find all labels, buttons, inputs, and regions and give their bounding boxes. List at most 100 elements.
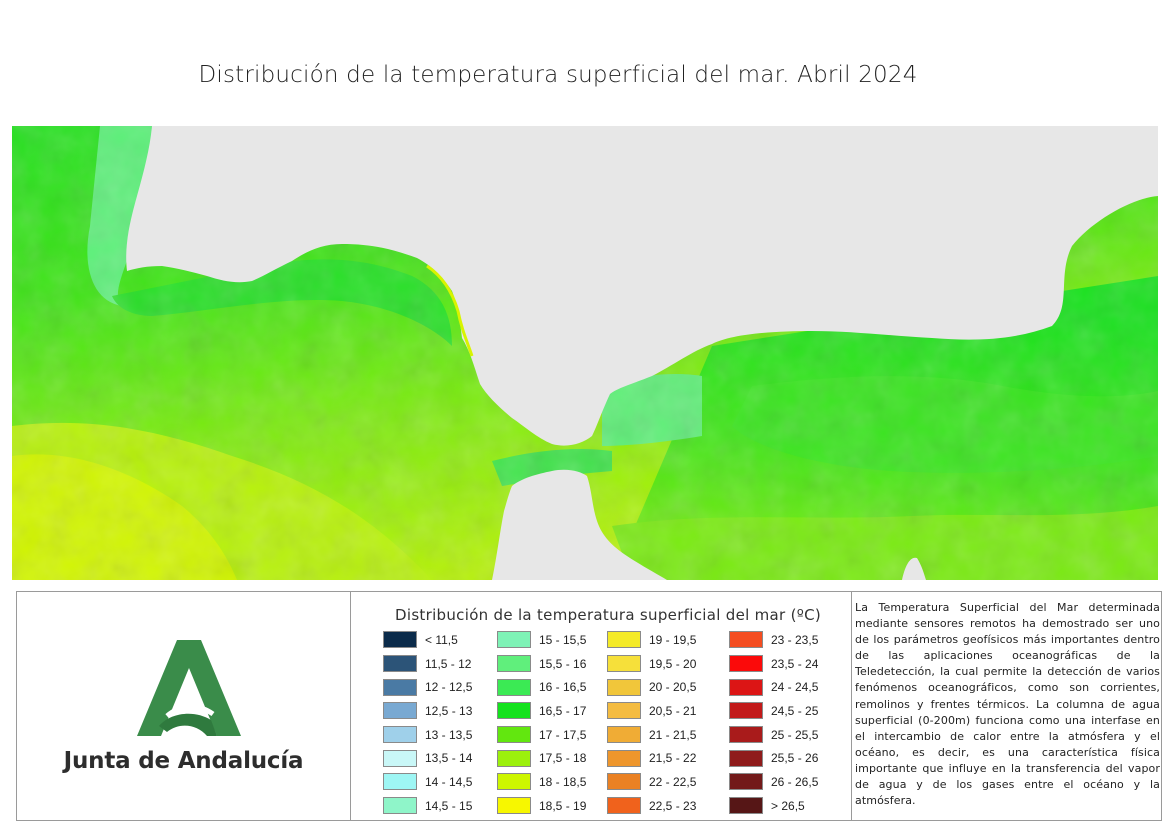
legend-item: 15 - 15,5 (497, 628, 586, 652)
legend-swatch (497, 749, 531, 767)
legend-label: 12,5 - 13 (425, 703, 473, 718)
legend-swatch (607, 726, 641, 744)
legend-swatch (497, 655, 531, 673)
legend-swatch (383, 797, 417, 815)
legend-label: 20,5 - 21 (649, 703, 697, 718)
legend-swatch (383, 631, 417, 649)
legend-column: < 11,5 11,5 - 12 12 - 12,5 12,5 - 13 13 - 13… (383, 628, 472, 818)
legend-item: 13 - 13,5 (383, 723, 472, 747)
legend-swatch (729, 797, 763, 815)
legend-item: 16 - 16,5 (497, 675, 586, 699)
legend-label: 18 - 18,5 (539, 774, 587, 789)
legend-swatch (607, 749, 641, 767)
logo-text: Junta de Andalucía (63, 748, 304, 774)
legend-item: 20,5 - 21 (607, 699, 696, 723)
logo-box: Junta de Andalucía (17, 592, 351, 820)
legend-item: 12 - 12,5 (383, 675, 472, 699)
legend-swatch (607, 702, 641, 720)
legend-label: 15,5 - 16 (539, 656, 587, 671)
legend-swatch (607, 631, 641, 649)
legend-item: 17 - 17,5 (497, 723, 586, 747)
legend-label: 14 - 14,5 (425, 774, 473, 789)
legend-item: 24 - 24,5 (729, 675, 818, 699)
legend-swatch (607, 797, 641, 815)
sea-temperature-map (12, 126, 1158, 580)
legend-swatch (383, 678, 417, 696)
legend-label: 21,5 - 22 (649, 751, 697, 766)
legend-swatch (729, 773, 763, 791)
legend-label: 24,5 - 25 (771, 703, 819, 718)
legend-label: 20 - 20,5 (649, 680, 697, 695)
legend-label: 19 - 19,5 (649, 632, 697, 647)
legend-column: 23 - 23,5 23,5 - 24 24 - 24,5 24,5 - 25 25 -… (729, 628, 818, 818)
legend-swatch (729, 631, 763, 649)
legend-swatch (383, 655, 417, 673)
legend-column: 15 - 15,5 15,5 - 16 16 - 16,5 16,5 - 17 17 -… (497, 628, 586, 818)
legend-label: 17 - 17,5 (539, 727, 587, 742)
legend-item: 16,5 - 17 (497, 699, 586, 723)
legend-column: 19 - 19,5 19,5 - 20 20 - 20,5 20,5 - 21 21 -… (607, 628, 696, 818)
legend-label: 15 - 15,5 (539, 632, 587, 647)
legend-label: 22,5 - 23 (649, 798, 697, 813)
legend-item: 18 - 18,5 (497, 770, 586, 794)
legend-item: 25 - 25,5 (729, 723, 818, 747)
legend-item: 21,5 - 22 (607, 746, 696, 770)
legend-swatch (497, 702, 531, 720)
legend-swatch (383, 702, 417, 720)
legend-label: 26 - 26,5 (771, 774, 819, 789)
legend-item: 20 - 20,5 (607, 675, 696, 699)
land-morocco-east (902, 557, 926, 580)
legend-item: > 26,5 (729, 794, 818, 818)
warm-coastal-rim (426, 264, 474, 357)
legend-item: 26 - 26,5 (729, 770, 818, 794)
land-iberia (126, 126, 1158, 446)
legend-swatch (497, 797, 531, 815)
legend-item: 21 - 21,5 (607, 723, 696, 747)
legend-swatch (383, 749, 417, 767)
legend-swatch (607, 655, 641, 673)
legend-swatch (497, 631, 531, 649)
legend-label: 23 - 23,5 (771, 632, 819, 647)
legend-panel: Junta de Andalucía Distribución de la te… (16, 591, 1162, 821)
legend-item: 17,5 - 18 (497, 746, 586, 770)
legend-swatch (729, 702, 763, 720)
land-morocco (492, 469, 667, 580)
legend: Distribución de la temperatura superfici… (351, 592, 852, 820)
legend-title: Distribución de la temperatura superfici… (395, 606, 822, 624)
legend-label: 14,5 - 15 (425, 798, 473, 813)
info-text: La Temperatura Superficial del Mar deter… (855, 601, 1160, 808)
legend-label: 11,5 - 12 (425, 656, 472, 671)
legend-item: 18,5 - 19 (497, 794, 586, 818)
legend-swatch (607, 773, 641, 791)
legend-label: 12 - 12,5 (425, 680, 473, 695)
legend-label: 16,5 - 17 (539, 703, 587, 718)
legend-label: > 26,5 (771, 798, 805, 813)
legend-label: 23,5 - 24 (771, 656, 819, 671)
junta-andalucia-logo-icon (137, 640, 241, 736)
legend-label: 19,5 - 20 (649, 656, 697, 671)
legend-item: 22 - 22,5 (607, 770, 696, 794)
legend-item: 19,5 - 20 (607, 652, 696, 676)
map-title: Distribución de la temperatura superfici… (198, 62, 918, 88)
legend-label: < 11,5 (425, 632, 458, 647)
legend-swatch (497, 773, 531, 791)
legend-swatch (383, 726, 417, 744)
legend-swatch (383, 773, 417, 791)
legend-swatch (729, 726, 763, 744)
legend-label: 24 - 24,5 (771, 680, 819, 695)
legend-item: 25,5 - 26 (729, 746, 818, 770)
legend-swatch (729, 655, 763, 673)
legend-label: 13,5 - 14 (425, 751, 473, 766)
legend-item: 14,5 - 15 (383, 794, 472, 818)
legend-item: 23 - 23,5 (729, 628, 818, 652)
legend-item: 24,5 - 25 (729, 699, 818, 723)
legend-swatch (729, 749, 763, 767)
legend-label: 13 - 13,5 (425, 727, 473, 742)
legend-item: 12,5 - 13 (383, 699, 472, 723)
legend-label: 21 - 21,5 (649, 727, 697, 742)
legend-item: 23,5 - 24 (729, 652, 818, 676)
legend-item: 19 - 19,5 (607, 628, 696, 652)
legend-label: 18,5 - 19 (539, 798, 587, 813)
legend-swatch (729, 678, 763, 696)
legend-label: 25 - 25,5 (771, 727, 819, 742)
